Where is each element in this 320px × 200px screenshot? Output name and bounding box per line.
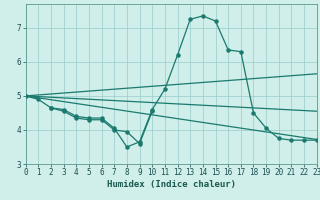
X-axis label: Humidex (Indice chaleur): Humidex (Indice chaleur) [107, 180, 236, 189]
